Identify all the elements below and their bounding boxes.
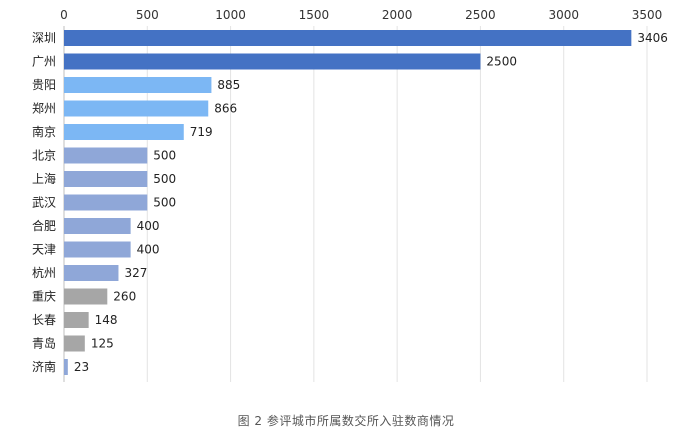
category-label: 广州 (32, 55, 56, 69)
bar (64, 312, 89, 328)
category-label: 上海 (32, 171, 56, 186)
value-label: 23 (74, 360, 89, 374)
x-tick-label: 2000 (382, 8, 413, 22)
value-label: 500 (153, 196, 176, 210)
category-label: 南京 (32, 124, 56, 139)
category-label: 贵阳 (32, 78, 56, 92)
bar (64, 335, 85, 352)
value-label: 260 (113, 290, 136, 304)
bar (64, 359, 68, 375)
category-label: 合肥 (32, 218, 56, 233)
value-label: 500 (153, 149, 176, 163)
x-tick-label: 1000 (215, 8, 246, 22)
x-tick-label: 3500 (632, 8, 663, 22)
bars (64, 30, 632, 375)
value-label: 400 (137, 243, 160, 257)
bar (64, 288, 108, 305)
x-tick-label: 2500 (465, 8, 496, 22)
category-label: 武汉 (32, 196, 56, 210)
value-label: 3406 (637, 31, 668, 45)
bar (64, 100, 209, 117)
category-label: 北京 (32, 149, 56, 163)
category-label: 长春 (32, 313, 56, 327)
category-label: 深圳 (32, 31, 56, 45)
value-label: 500 (153, 172, 176, 186)
x-axis-ticks: 0 500 1000 1500 2000 2500 3000 3500 (60, 8, 662, 22)
x-tick-label: 1500 (299, 8, 330, 22)
category-label: 郑州 (32, 101, 56, 116)
category-label: 天津 (32, 243, 56, 257)
value-label: 148 (95, 313, 118, 327)
category-label: 重庆 (32, 290, 56, 304)
value-label: 719 (190, 125, 213, 139)
value-label: 125 (91, 337, 114, 351)
bar (64, 53, 481, 70)
category-label: 杭州 (32, 265, 56, 280)
value-label: 400 (137, 219, 160, 233)
bar (64, 241, 131, 258)
category-label: 济南 (32, 359, 56, 374)
value-label: 885 (217, 78, 240, 92)
bar (64, 124, 184, 140)
bar (64, 147, 148, 164)
bar (64, 265, 119, 281)
bar (64, 171, 148, 187)
x-tick-label: 3000 (548, 8, 579, 22)
bar (64, 218, 131, 234)
bar (64, 77, 212, 93)
bar (64, 194, 148, 211)
bar (64, 30, 632, 46)
category-label: 青岛 (32, 336, 56, 351)
x-tick-label: 500 (136, 8, 159, 22)
value-label: 2500 (486, 55, 517, 69)
figure-caption: 图 2 参评城市所属数交所入驻数商情况 (237, 414, 455, 428)
value-label: 866 (214, 102, 237, 116)
x-tick-label: 0 (60, 8, 68, 22)
value-label: 327 (124, 266, 147, 280)
